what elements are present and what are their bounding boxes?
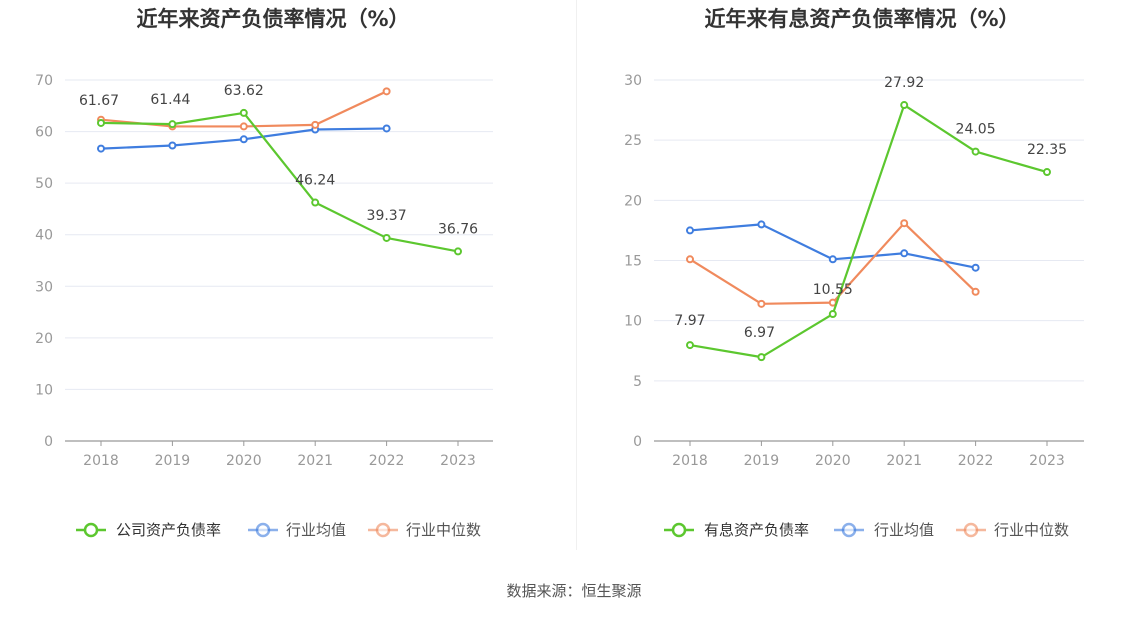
legend-label: 行业均值 (874, 521, 934, 539)
legend-item[interactable]: 行业均值 (834, 521, 934, 539)
data-point[interactable] (239, 135, 248, 144)
data-label: 61.44 (150, 92, 190, 108)
legend-item[interactable]: 行业中位数 (956, 521, 1069, 539)
y-tick-label: 0 (44, 434, 53, 450)
x-tick-label: 2021 (297, 453, 333, 469)
legend-item[interactable]: 公司资产负债率 (76, 521, 221, 539)
data-point[interactable] (686, 226, 694, 235)
data-point[interactable] (311, 198, 320, 207)
legend-label: 行业中位数 (994, 521, 1069, 539)
x-tick-label: 2020 (226, 453, 262, 469)
y-tick-label: 20 (624, 193, 642, 209)
x-tick-label: 2018 (672, 453, 708, 469)
y-tick-label: 10 (624, 314, 642, 330)
x-tick-label: 2022 (369, 453, 405, 469)
y-tick-label: 30 (35, 279, 53, 295)
data-point[interactable] (311, 120, 320, 129)
data-point[interactable] (382, 124, 391, 133)
y-tick-label: 50 (35, 176, 53, 192)
y-tick-label: 40 (35, 228, 53, 244)
y-tick-label: 10 (35, 382, 53, 398)
data-point[interactable] (757, 353, 766, 362)
data-label: 24.05 (956, 122, 996, 138)
y-tick-label: 70 (35, 73, 53, 89)
data-point[interactable] (828, 310, 837, 319)
data-label: 6.97 (744, 325, 775, 341)
data-point[interactable] (1043, 168, 1051, 177)
y-tick-label: 60 (35, 125, 53, 141)
legend-label: 行业中位数 (406, 521, 481, 539)
x-tick-label: 2023 (1029, 453, 1065, 469)
data-label: 36.76 (438, 221, 478, 237)
data-point[interactable] (971, 147, 980, 156)
data-label: 22.35 (1027, 142, 1067, 158)
data-point[interactable] (168, 141, 177, 150)
data-point[interactable] (757, 220, 766, 229)
legend-item[interactable]: 有息资产负债率 (664, 521, 809, 539)
data-point[interactable] (97, 118, 105, 127)
data-point[interactable] (900, 101, 909, 110)
data-point[interactable] (168, 120, 177, 129)
legend-label: 公司资产负债率 (116, 521, 221, 539)
data-label: 46.24 (295, 173, 335, 189)
x-tick-label: 2020 (815, 453, 851, 469)
data-label: 27.92 (884, 75, 924, 91)
data-point[interactable] (454, 247, 462, 256)
x-tick-label: 2021 (886, 453, 922, 469)
chart-title: 近年来资产负债率情况（%） (136, 7, 409, 31)
x-tick-label: 2019 (744, 453, 780, 469)
asset-liability-ratio-chart: 近年来资产负债率情况（%） 0 10 20 30 40 50 60 70 2018 2019 2020… (35, 7, 493, 539)
data-point[interactable] (686, 255, 694, 264)
data-point[interactable] (971, 263, 980, 272)
legend-marker-icon (841, 522, 857, 538)
data-label: 10.55 (813, 282, 853, 298)
data-point[interactable] (97, 144, 105, 153)
series-line (100, 111, 459, 253)
data-label: 7.97 (674, 313, 705, 329)
chart-divider (576, 0, 577, 550)
data-point[interactable] (239, 122, 248, 131)
chart-title: 近年来有息资产负债率情况（%） (704, 7, 1019, 31)
legend-marker-icon (671, 522, 687, 538)
data-point[interactable] (900, 219, 909, 228)
data-point[interactable] (686, 341, 694, 350)
legend-marker-icon (375, 522, 391, 538)
data-label: 63.62 (224, 83, 264, 99)
x-tick-label: 2018 (83, 453, 119, 469)
data-point[interactable] (971, 287, 980, 296)
data-point[interactable] (382, 87, 391, 96)
x-tick-label: 2022 (958, 453, 994, 469)
legend-item[interactable]: 行业中位数 (368, 521, 481, 539)
data-point[interactable] (828, 255, 837, 264)
interest-bearing-liability-ratio-chart: 近年来有息资产负债率情况（%） 0 5 10 15 20 25 30 2018 2019 2020 2… (624, 7, 1084, 539)
legend-marker-icon (83, 522, 99, 538)
series-line (689, 103, 1048, 359)
y-tick-label: 25 (624, 133, 642, 149)
y-tick-label: 0 (633, 434, 642, 450)
legend-label: 行业均值 (286, 521, 346, 539)
legend-label: 有息资产负债率 (704, 521, 809, 539)
legend-marker-icon (963, 522, 979, 538)
data-label: 61.67 (79, 93, 119, 109)
data-point[interactable] (382, 233, 391, 242)
data-source: 数据来源：恒生聚源 (506, 582, 642, 600)
data-point[interactable] (239, 108, 248, 117)
y-tick-label: 15 (624, 254, 642, 270)
y-tick-label: 30 (624, 73, 642, 89)
legend-marker-icon (255, 522, 271, 538)
x-tick-label: 2019 (155, 453, 191, 469)
y-tick-label: 5 (633, 374, 642, 390)
data-label: 39.37 (367, 208, 407, 224)
y-tick-label: 20 (35, 331, 53, 347)
x-tick-label: 2023 (440, 453, 476, 469)
data-point[interactable] (900, 249, 909, 258)
legend-item[interactable]: 行业均值 (248, 521, 346, 539)
data-point[interactable] (757, 299, 766, 308)
